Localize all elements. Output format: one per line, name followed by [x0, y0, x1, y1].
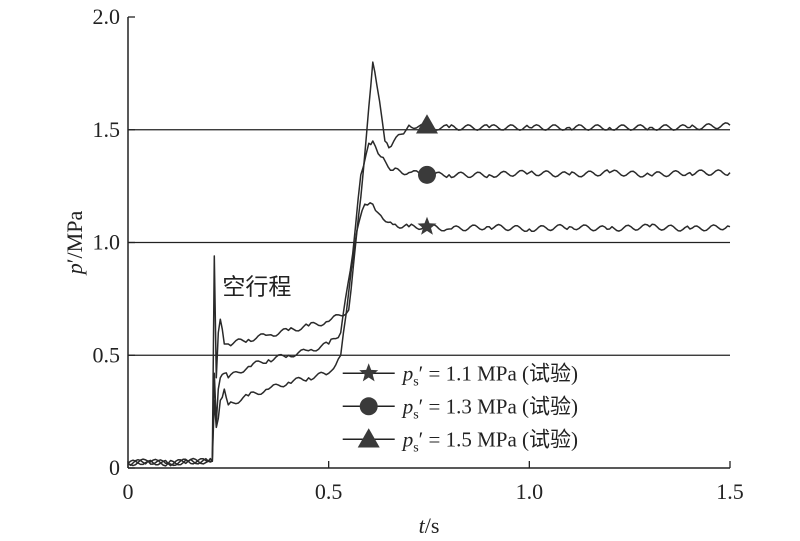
legend-marker	[359, 397, 378, 416]
y-tick-label: 2.0	[93, 4, 121, 29]
x-ticks: 0 0.5 1.0 1.5	[123, 461, 744, 504]
y-axis-title: p′/MPa	[62, 211, 87, 277]
x-axis-var: t	[419, 513, 426, 538]
legend-label: ps′ = 1.3 MPa (试验)	[401, 394, 578, 422]
legend-item-1: ps′ = 1.1 MPa (试验)	[342, 361, 578, 389]
y-tick-label: 1.5	[93, 117, 121, 142]
chart-annotation: 空行程	[222, 274, 291, 300]
series-marker-2	[417, 165, 436, 184]
y-tick-label: 1.0	[93, 230, 121, 255]
y-tick-label: 0.5	[93, 342, 121, 367]
legend-label: ps′ = 1.5 MPa (试验)	[401, 427, 578, 455]
x-axis-unit: /s	[425, 513, 440, 538]
y-axis-unit: ′/MPa	[62, 211, 87, 264]
legend-marker	[357, 428, 380, 448]
series-marker-1	[417, 216, 437, 235]
legend-item-3: ps′ = 1.5 MPa (试验)	[342, 427, 578, 455]
x-tick-label: 0	[123, 479, 134, 504]
reference-lines	[128, 129, 730, 356]
series-marker-3	[415, 114, 438, 134]
x-tick-label: 1.5	[716, 479, 744, 504]
x-tick-label: 1.0	[516, 479, 544, 504]
legend-label: ps′ = 1.1 MPa (试验)	[401, 361, 578, 389]
series-line-1	[127, 202, 731, 467]
legend-marker	[359, 363, 379, 382]
y-ticks: 0 0.5 1.0 1.5 2.0	[93, 4, 135, 480]
x-axis-title: t/s	[419, 513, 440, 538]
series-markers	[415, 114, 438, 235]
legend: ps′ = 1.1 MPa (试验) ps′ = 1.3 MPa (试验) ps′ …	[342, 361, 578, 455]
y-axis-var: p	[62, 263, 87, 276]
legend-item-2: ps′ = 1.3 MPa (试验)	[342, 394, 578, 422]
y-tick-label: 0	[109, 455, 120, 480]
x-tick-label: 0.5	[315, 479, 343, 504]
